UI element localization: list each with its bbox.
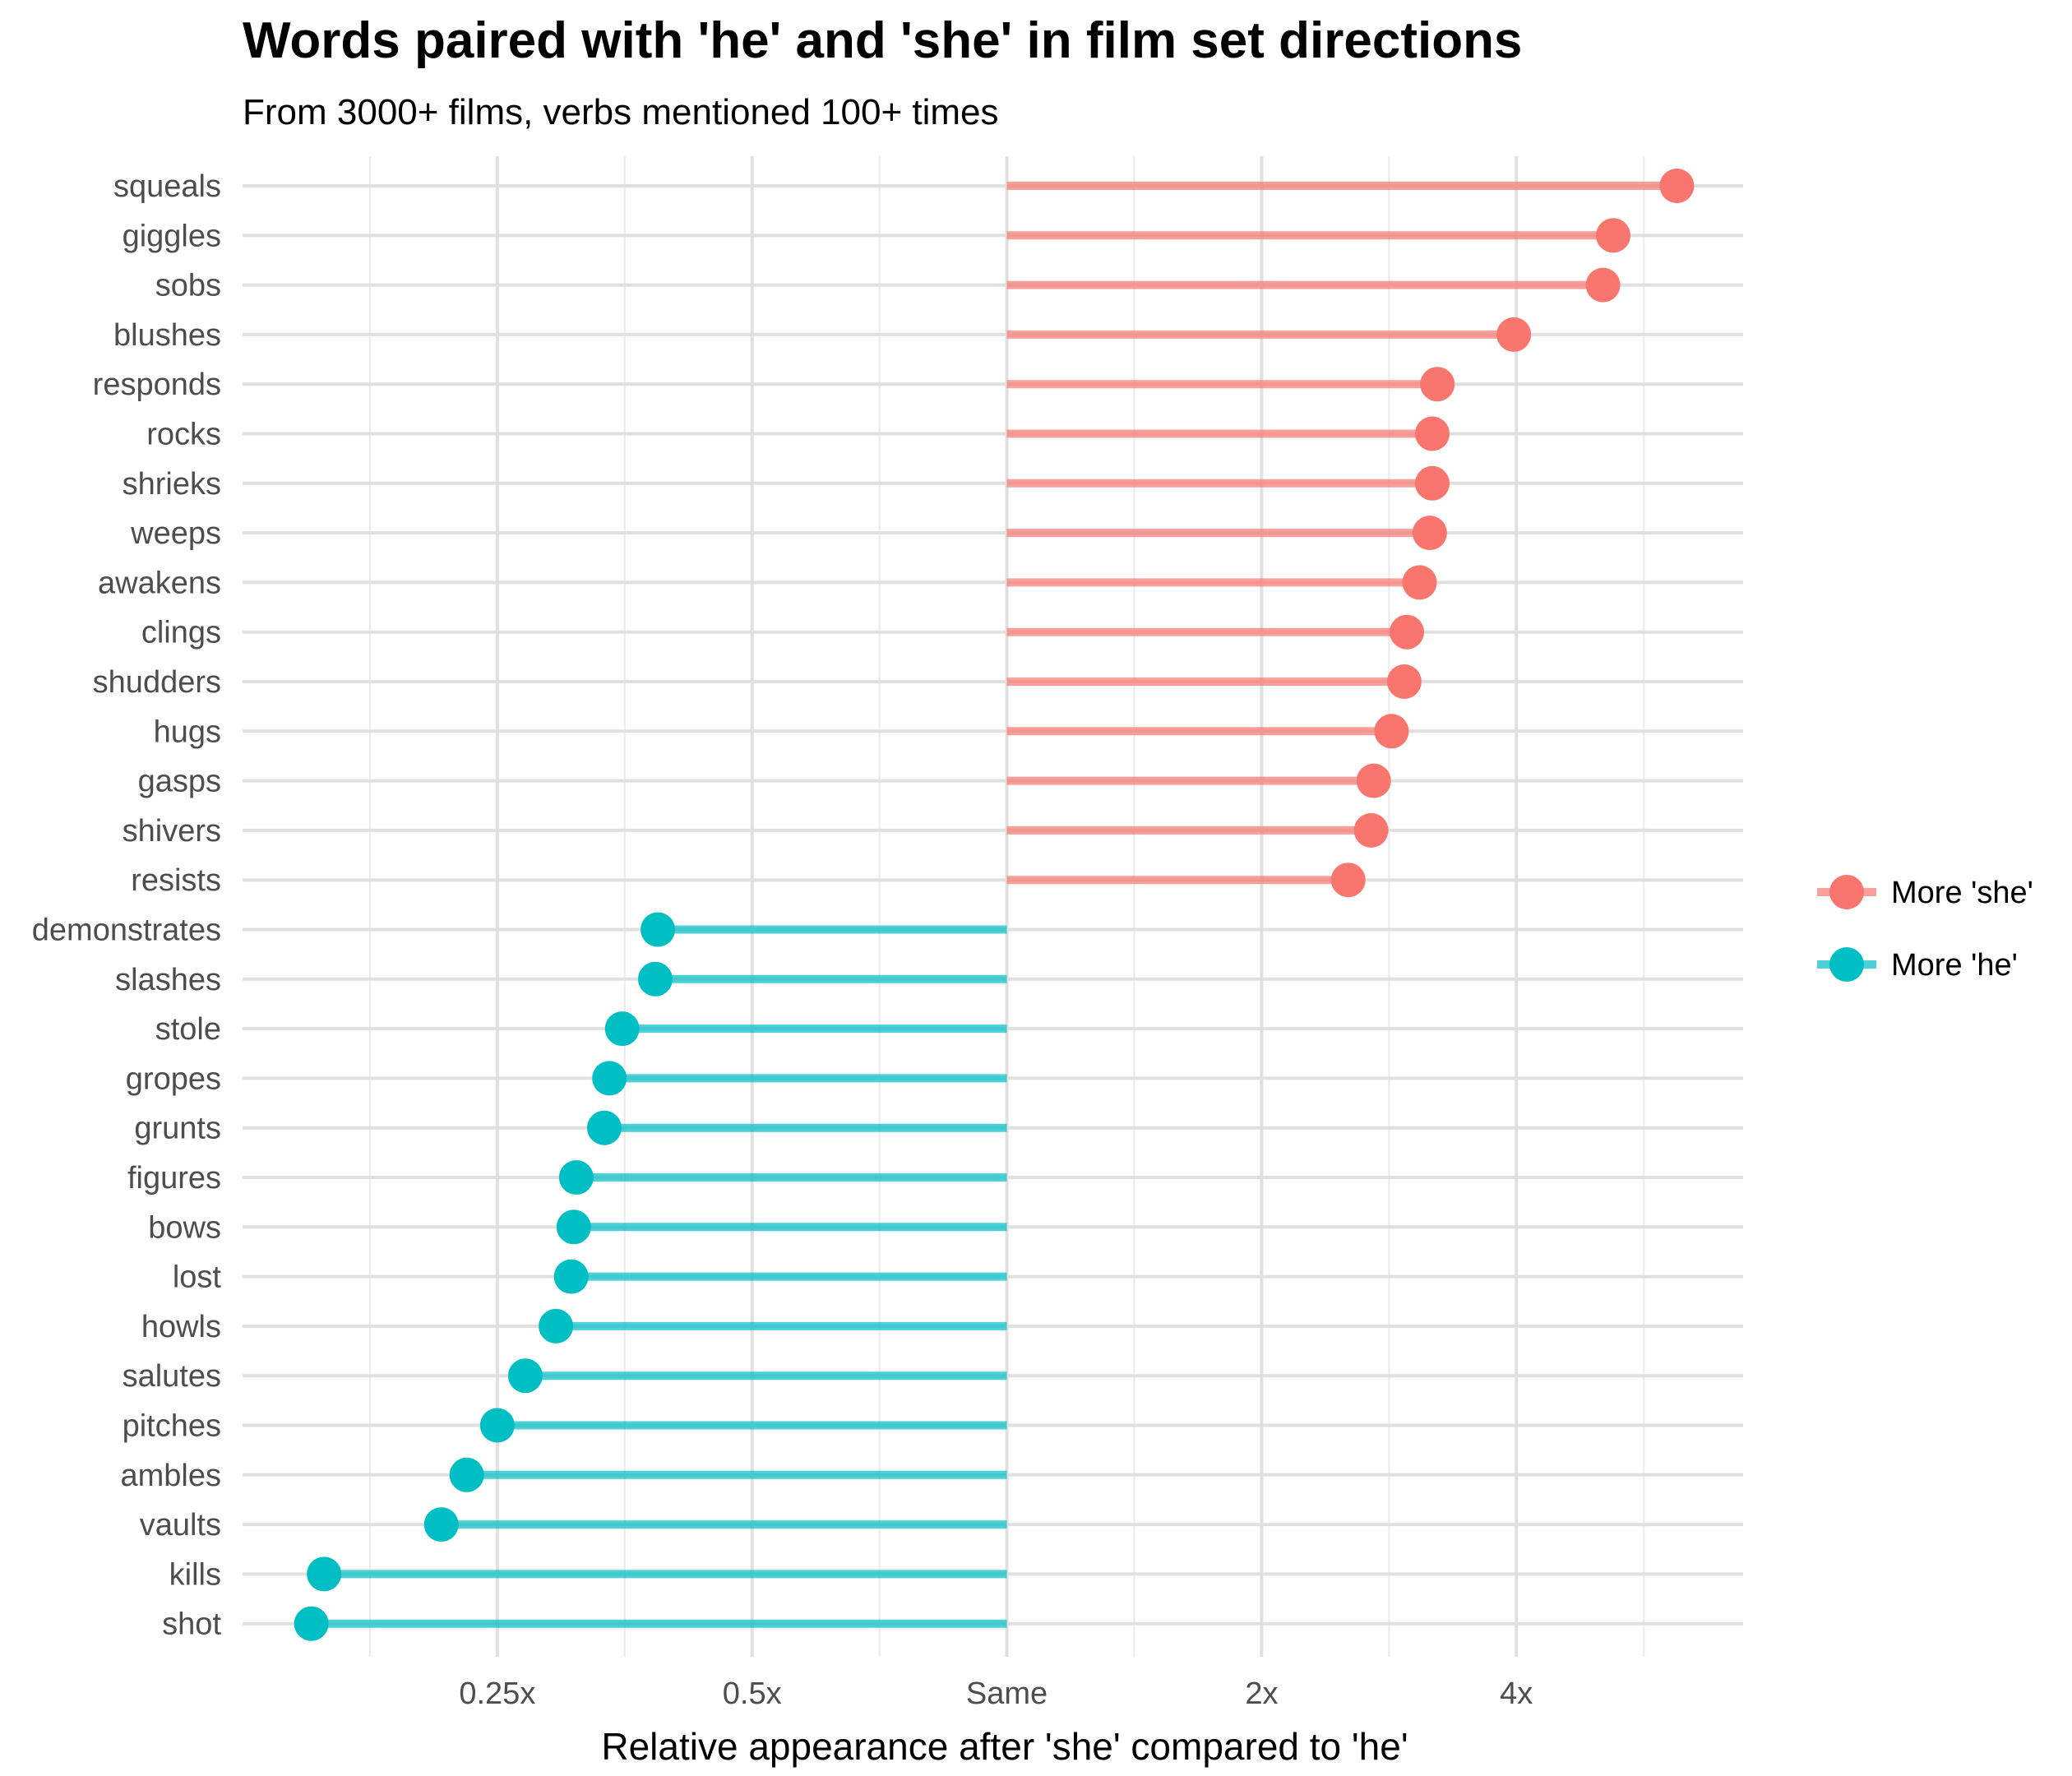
y-label-resists: resists xyxy=(131,863,221,898)
point-shot xyxy=(294,1606,329,1641)
y-label-grunts: grunts xyxy=(134,1112,221,1146)
point-ambles xyxy=(449,1457,484,1492)
point-resists xyxy=(1330,863,1366,898)
y-label-salutes: salutes xyxy=(123,1359,221,1394)
y-label-shrieks: shrieks xyxy=(123,467,221,502)
point-kills xyxy=(307,1556,342,1592)
legend: More 'she' More 'he' xyxy=(1817,875,2033,983)
y-label-shivers: shivers xyxy=(123,814,221,849)
y-label-hugs: hugs xyxy=(154,715,221,749)
x-tick-label: 4x xyxy=(1500,1677,1533,1711)
y-label-stole: stole xyxy=(155,1012,221,1047)
y-label-vaults: vaults xyxy=(140,1508,221,1542)
y-label-demonstrates: demonstrates xyxy=(32,913,221,948)
legend-label: More 'he' xyxy=(1891,948,2018,983)
x-tick-label: Same xyxy=(966,1677,1048,1711)
y-label-rocks: rocks xyxy=(146,418,221,452)
point-figures xyxy=(558,1160,594,1195)
y-label-clings: clings xyxy=(141,616,221,650)
y-axis-labels: squeals giggles sobs blushes responds rocks sh… xyxy=(32,169,222,1642)
y-label-gropes: gropes xyxy=(126,1061,221,1096)
point-hugs xyxy=(1374,714,1409,749)
point-pitches xyxy=(479,1408,515,1443)
point-lost xyxy=(553,1259,589,1294)
y-label-figures: figures xyxy=(127,1161,221,1196)
y-label-blushes: blushes xyxy=(113,318,221,353)
x-tick-label: 2x xyxy=(1245,1677,1278,1711)
point-grunts xyxy=(586,1110,622,1145)
stems xyxy=(311,182,1677,1628)
point-rocks xyxy=(1414,416,1450,451)
y-label-shot: shot xyxy=(162,1607,221,1642)
y-label-awakens: awakens xyxy=(98,566,221,600)
point-shudders xyxy=(1386,664,1422,699)
y-label-slashes: slashes xyxy=(115,963,221,997)
point-gasps xyxy=(1356,763,1391,798)
point-blushes xyxy=(1496,317,1532,352)
y-label-bows: bows xyxy=(148,1210,221,1245)
point-squeals xyxy=(1659,169,1695,203)
legend-label: More 'she' xyxy=(1891,876,2033,910)
point-clings xyxy=(1390,614,1425,650)
y-label-ambles: ambles xyxy=(121,1459,222,1493)
gridlines xyxy=(243,156,1743,1657)
y-label-sobs: sobs xyxy=(155,269,221,303)
x-axis-title: Relative appearance after 'she' compared… xyxy=(601,1725,1408,1768)
point-shivers xyxy=(1353,812,1389,848)
legend-key-dot xyxy=(1829,875,1864,909)
y-label-kills: kills xyxy=(169,1557,221,1592)
y-label-squeals: squeals xyxy=(113,169,221,204)
point-gropes xyxy=(592,1061,627,1096)
point-awakens xyxy=(1402,565,1437,600)
point-bows xyxy=(556,1209,591,1245)
y-label-gasps: gasps xyxy=(138,765,221,799)
y-label-lost: lost xyxy=(173,1260,222,1295)
chart-subtitle: From 3000+ films, verbs mentioned 100+ t… xyxy=(243,92,999,132)
y-label-pitches: pitches xyxy=(123,1409,221,1444)
point-giggles xyxy=(1595,218,1630,253)
y-label-responds: responds xyxy=(93,368,221,402)
y-label-howls: howls xyxy=(141,1310,221,1344)
point-shrieks xyxy=(1414,465,1450,501)
point-salutes xyxy=(507,1358,543,1394)
point-responds xyxy=(1420,367,1455,402)
legend-key-dot xyxy=(1829,947,1864,982)
data-points xyxy=(294,169,1695,1641)
point-slashes xyxy=(637,961,673,997)
y-label-giggles: giggles xyxy=(123,219,221,253)
point-howls xyxy=(539,1308,574,1344)
chart-title: Words paired with 'he' and 'she' in film… xyxy=(243,12,1523,69)
point-demonstrates xyxy=(641,912,676,947)
point-stole xyxy=(604,1011,640,1047)
x-tick-label: 0.25x xyxy=(459,1677,535,1711)
point-sobs xyxy=(1585,267,1621,303)
point-vaults xyxy=(423,1507,459,1542)
point-weeps xyxy=(1412,516,1447,551)
x-tick-label: 0.5x xyxy=(723,1677,782,1711)
x-axis-labels: 0.25x 0.5x Same 2x 4x xyxy=(459,1677,1533,1711)
y-label-shudders: shudders xyxy=(93,665,221,700)
y-label-weeps: weeps xyxy=(130,516,221,551)
